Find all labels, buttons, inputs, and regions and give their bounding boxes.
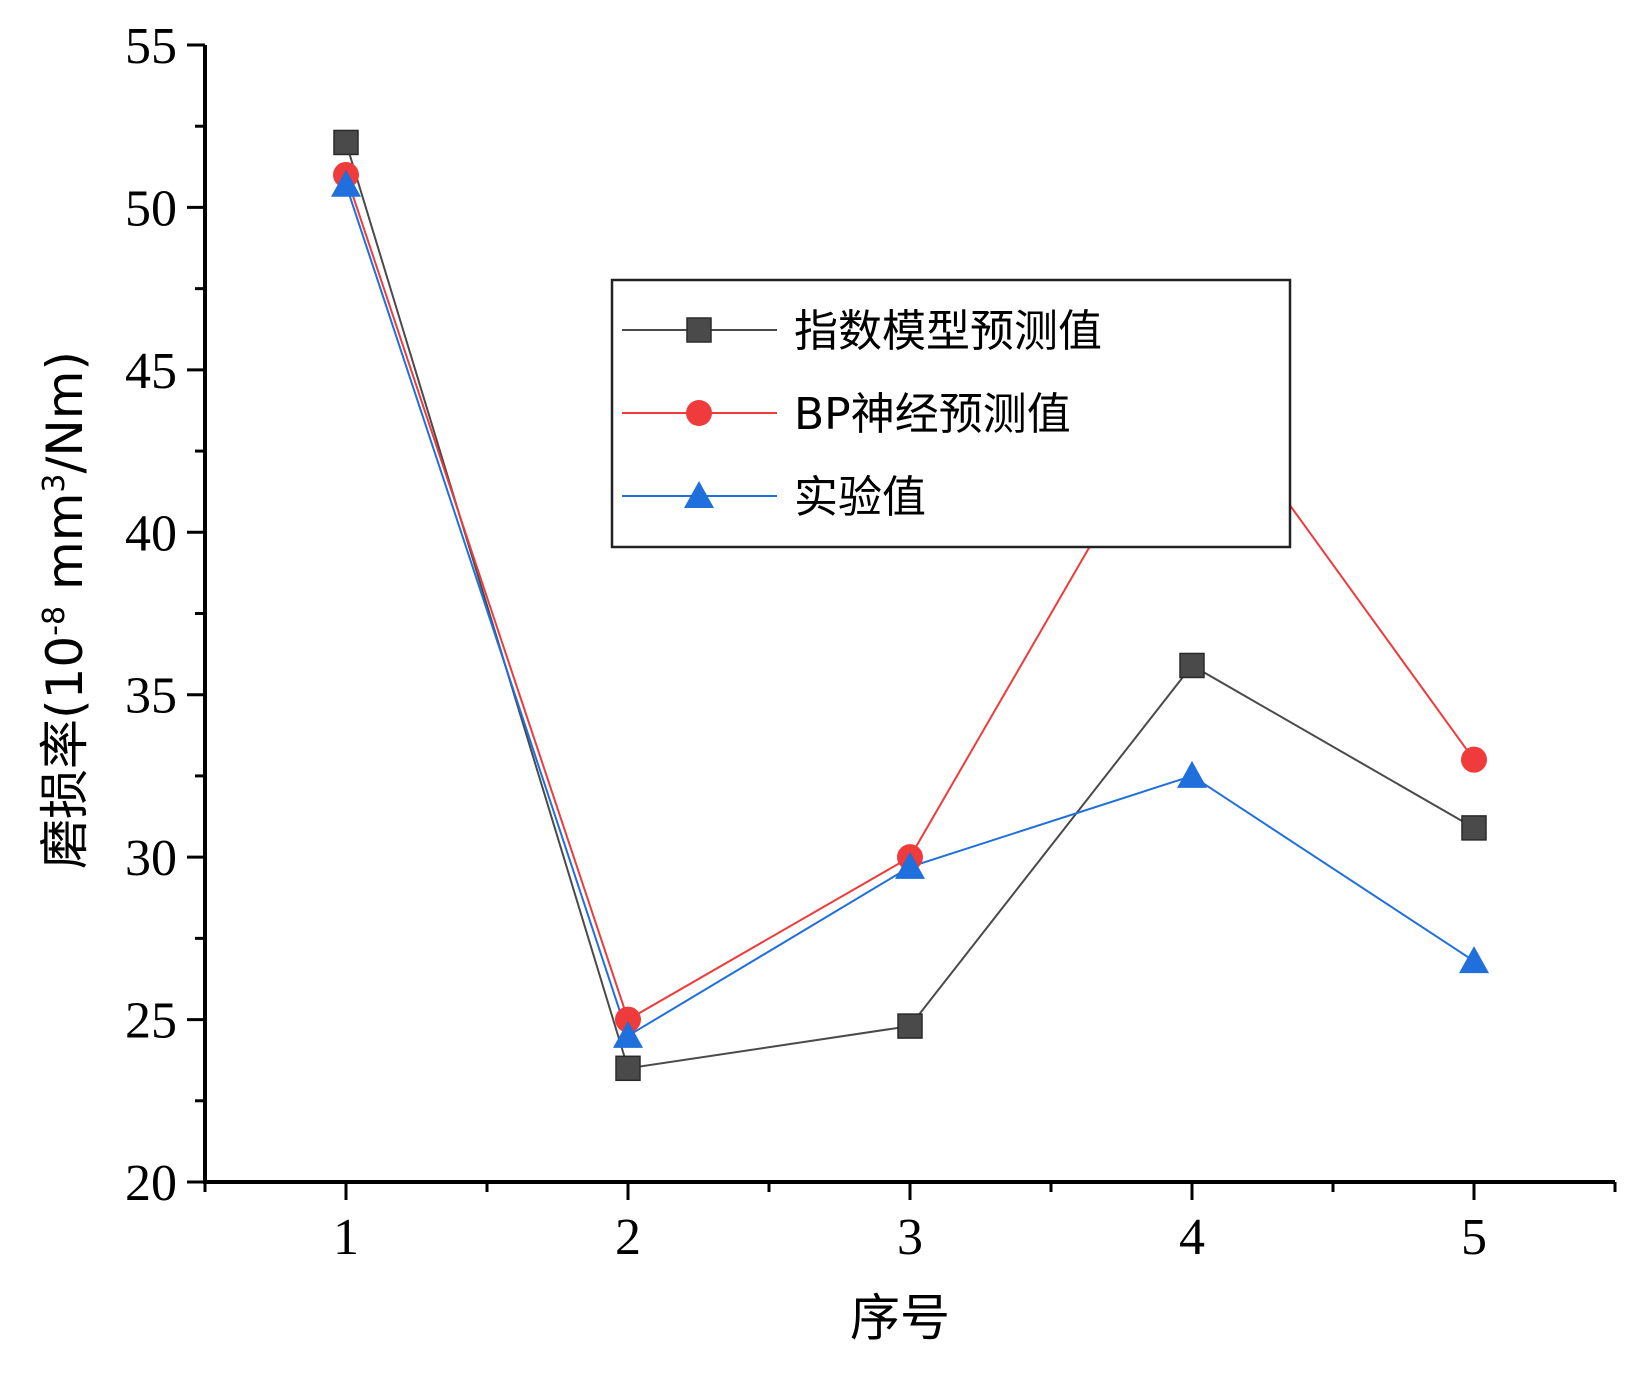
legend-label: 指数模型预测值 (794, 306, 1102, 357)
y-tick-label: 45 (125, 343, 177, 400)
series-0-point (1179, 652, 1205, 679)
y-tick-label: 30 (125, 830, 177, 887)
x-axis-title: 序号 (850, 1289, 950, 1347)
y-tick-label: 20 (125, 1155, 177, 1212)
series-0-point (333, 129, 359, 156)
y-tick-label: 40 (125, 505, 177, 562)
series-2-point (613, 1020, 643, 1048)
series-2-point (1459, 946, 1489, 974)
y-tick-label: 35 (125, 668, 177, 725)
x-tick-label: 5 (1461, 1209, 1487, 1266)
series-1-point (1461, 746, 1487, 773)
y-axis-title-mid: mm (36, 493, 94, 606)
series-layer (331, 129, 1489, 1082)
y-axis-title-exp: -8 (37, 606, 72, 636)
y-tick-label: 25 (125, 993, 177, 1050)
series-2-point (895, 851, 925, 879)
x-tick-label: 3 (897, 1209, 923, 1266)
y-axis-title-end: /Nm) (36, 351, 94, 473)
series-0-point (615, 1055, 641, 1082)
y-axis-title-main: 磨损率(10 (36, 636, 94, 869)
series-0-point (1461, 815, 1487, 841)
y-tick-label: 55 (125, 18, 177, 75)
axes (203, 45, 1615, 1184)
y-axis-title-sup: 3 (37, 474, 72, 493)
legend-marker (686, 400, 712, 426)
legend-label: 实验值 (794, 472, 926, 523)
x-tick-label: 2 (615, 1209, 641, 1266)
x-tick-label: 4 (1179, 1209, 1205, 1266)
y-tick-label: 50 (125, 180, 177, 237)
series-0-point (897, 1013, 923, 1039)
legend-marker (684, 481, 714, 508)
legend-label: BP神经预测值 (794, 389, 1071, 440)
x-tick-label: 1 (333, 1209, 359, 1266)
y-axis-title: 磨损率(10-8 mm3/Nm) (36, 351, 94, 869)
legend-marker (686, 317, 712, 343)
series-1-point (615, 1006, 641, 1033)
series-2-point (331, 169, 361, 197)
series-2-point (1177, 760, 1207, 788)
